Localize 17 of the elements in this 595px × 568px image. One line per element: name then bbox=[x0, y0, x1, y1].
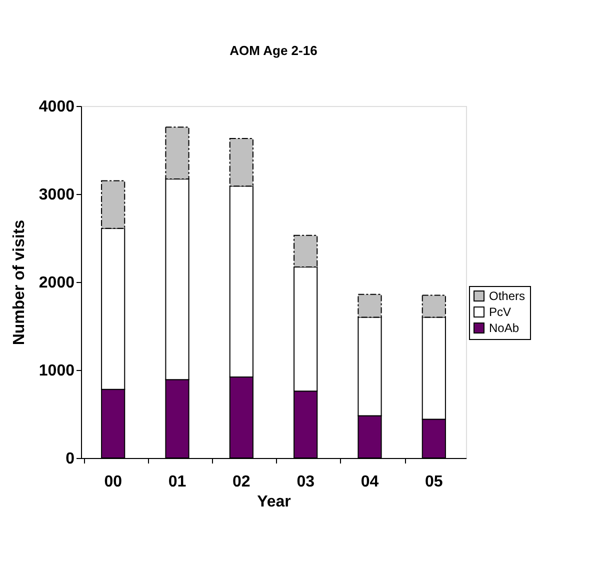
legend-label: PcV bbox=[489, 305, 512, 319]
x-tick-label: 03 bbox=[296, 474, 315, 490]
x-tick-label: 00 bbox=[104, 474, 122, 490]
x-axis-title: Year bbox=[257, 494, 291, 510]
y-tick-label: 2000 bbox=[38, 274, 75, 292]
chart-title: AOM Age 2-16 bbox=[230, 43, 318, 58]
x-tick-label: 04 bbox=[360, 474, 379, 490]
x-tick-label: 02 bbox=[232, 474, 250, 490]
y-axis-title: Number of visits bbox=[10, 220, 28, 346]
legend-label: Others bbox=[489, 289, 526, 303]
x-tick-label: 01 bbox=[168, 474, 186, 490]
y-tick-label: 3000 bbox=[38, 186, 75, 204]
y-tick-label: 1000 bbox=[38, 362, 75, 380]
x-tick-label: 05 bbox=[425, 474, 443, 490]
y-tick-label: 0 bbox=[66, 450, 75, 468]
legend-label: NoAb bbox=[489, 321, 520, 335]
y-tick-label: 4000 bbox=[38, 98, 75, 116]
